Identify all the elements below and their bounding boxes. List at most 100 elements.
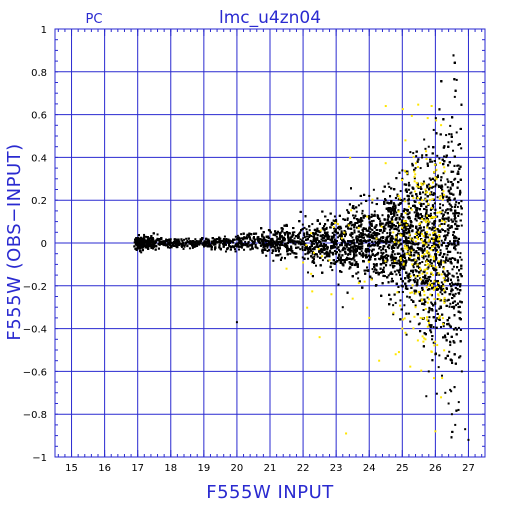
data-point <box>253 242 256 245</box>
data-point <box>385 236 388 239</box>
data-point <box>360 245 363 248</box>
data-point <box>439 251 442 254</box>
data-point <box>196 241 199 244</box>
data-point <box>454 227 457 230</box>
data-point <box>280 256 283 259</box>
data-point <box>301 249 304 252</box>
data-point <box>158 240 161 243</box>
data-point <box>381 231 384 234</box>
data-point <box>402 229 405 232</box>
data-point <box>438 307 441 310</box>
data-point <box>407 188 410 191</box>
data-point <box>386 235 389 238</box>
data-point <box>154 242 157 245</box>
data-point <box>428 316 431 319</box>
data-point <box>414 277 417 280</box>
data-point <box>328 235 331 238</box>
data-point <box>350 240 353 243</box>
data-point <box>243 248 246 251</box>
data-point <box>454 177 457 180</box>
data-point <box>286 236 289 239</box>
data-point <box>396 214 399 217</box>
data-point <box>216 241 219 244</box>
data-point <box>320 238 323 241</box>
data-point <box>451 234 454 237</box>
data-point <box>393 228 396 231</box>
data-point <box>346 217 349 220</box>
data-point <box>379 220 382 223</box>
data-point <box>436 196 439 199</box>
data-point <box>315 264 318 267</box>
data-point <box>269 239 272 242</box>
data-point <box>413 281 416 284</box>
data-point <box>362 253 365 256</box>
data-point <box>308 236 311 239</box>
data-point <box>238 237 241 240</box>
data-point <box>368 249 371 252</box>
data-point <box>301 256 304 259</box>
data-point <box>447 219 450 222</box>
data-point <box>392 237 395 240</box>
data-point <box>372 188 375 191</box>
data-point <box>324 256 327 259</box>
data-point <box>449 341 452 344</box>
data-point <box>438 263 441 266</box>
data-point <box>438 354 441 357</box>
data-point <box>448 133 451 136</box>
data-point <box>337 236 340 239</box>
data-point <box>389 256 392 259</box>
data-point <box>307 257 310 260</box>
data-point <box>311 223 314 226</box>
data-point <box>393 264 396 267</box>
data-point <box>430 301 433 304</box>
data-point <box>434 267 437 270</box>
data-point <box>361 245 364 248</box>
data-point <box>426 288 429 291</box>
data-point <box>169 238 172 241</box>
data-point <box>429 279 432 282</box>
data-point <box>160 238 163 241</box>
data-point <box>446 228 449 231</box>
data-point <box>349 247 352 250</box>
data-point <box>442 235 445 238</box>
data-point <box>401 169 404 172</box>
data-point <box>376 197 379 200</box>
data-point <box>421 156 424 159</box>
data-point <box>437 244 440 247</box>
data-point <box>198 240 201 243</box>
data-point <box>419 269 422 272</box>
data-point <box>449 344 452 347</box>
data-point <box>268 240 271 243</box>
data-point <box>360 234 363 237</box>
data-point <box>347 247 350 250</box>
data-point <box>449 187 452 190</box>
data-point <box>320 242 323 245</box>
data-point <box>426 277 429 280</box>
data-point <box>351 236 354 239</box>
data-point <box>449 124 452 127</box>
data-point <box>420 196 423 199</box>
data-point <box>353 207 356 210</box>
data-point <box>345 245 348 248</box>
data-point <box>270 246 273 249</box>
data-point <box>387 214 390 217</box>
data-point <box>332 240 335 243</box>
data-point <box>454 326 457 329</box>
data-point <box>459 252 462 255</box>
data-point <box>444 336 447 339</box>
data-point <box>168 246 171 249</box>
data-point <box>415 219 418 222</box>
data-point <box>145 235 148 238</box>
data-point <box>431 186 434 189</box>
data-point <box>432 192 435 195</box>
data-point <box>444 236 447 239</box>
data-point <box>343 235 346 238</box>
data-point <box>415 155 418 158</box>
data-point <box>389 220 392 223</box>
data-point <box>399 265 402 268</box>
data-point <box>445 279 448 282</box>
data-point <box>423 235 426 238</box>
data-point <box>177 239 180 242</box>
data-point <box>410 242 413 245</box>
data-point <box>253 240 256 243</box>
